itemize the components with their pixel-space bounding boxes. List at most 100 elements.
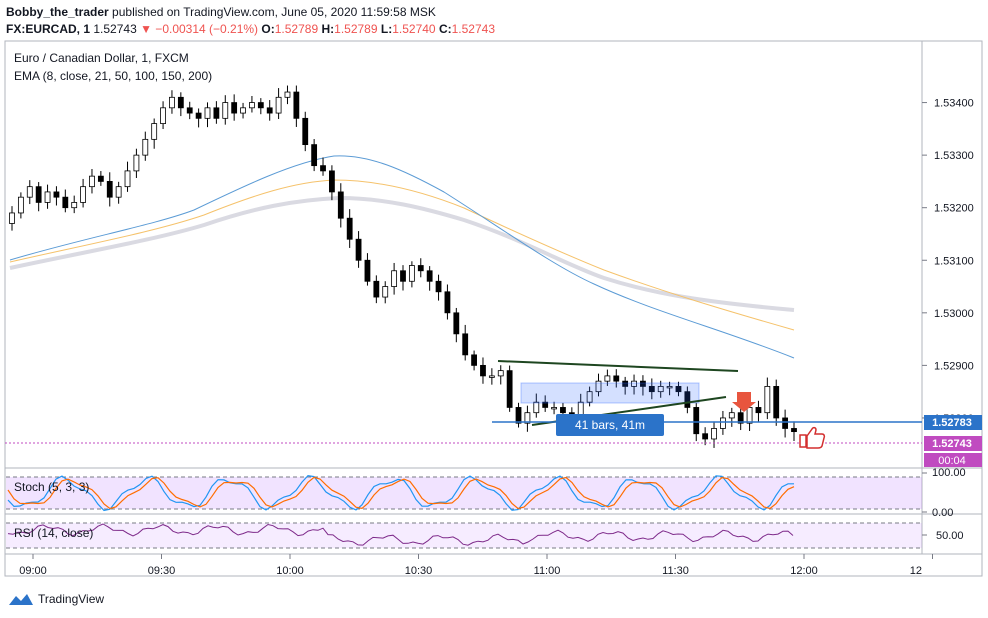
thumbs-up-icon[interactable] xyxy=(799,426,826,449)
candle-body xyxy=(782,417,789,429)
price-tick-label: 1.53300 xyxy=(934,150,974,162)
tradingview-footer[interactable]: TradingView xyxy=(8,592,104,606)
candle-body xyxy=(622,380,629,387)
candle-body xyxy=(737,412,744,424)
candle-body xyxy=(293,91,300,119)
candle-body xyxy=(62,196,69,209)
candle-body xyxy=(400,270,406,282)
close-label: C: xyxy=(438,22,452,36)
last-price: 1.52743 xyxy=(93,22,137,36)
candle-body xyxy=(488,375,495,378)
candle-body xyxy=(17,196,24,214)
candle-body xyxy=(524,412,531,424)
candle-body xyxy=(640,380,646,387)
candle-body xyxy=(115,186,122,198)
candle-body xyxy=(222,102,229,119)
candle-body xyxy=(373,280,380,298)
candle-body xyxy=(9,212,15,224)
candle-body xyxy=(444,291,451,314)
candle-body xyxy=(266,107,273,114)
price-chart[interactable]: Euro / Canadian Dollar, 1, FXCM EMA (8, … xyxy=(4,40,984,578)
candle-body xyxy=(480,364,486,377)
open-value: 1.52789 xyxy=(274,22,319,36)
rsi-band xyxy=(6,523,922,548)
tradingview-brand: TradingView xyxy=(38,592,105,606)
candle-body xyxy=(35,186,42,203)
candle-body xyxy=(746,407,753,424)
ema-blue-line xyxy=(9,155,795,359)
close-value: 1.52743 xyxy=(451,22,496,36)
candle-body xyxy=(80,186,86,203)
range-label-box xyxy=(556,414,664,436)
candle-body xyxy=(151,123,158,140)
candle-body xyxy=(311,144,318,167)
rsi-line xyxy=(7,523,794,546)
price-range-box[interactable] xyxy=(520,382,700,404)
time-tick-label: 10:30 xyxy=(405,565,433,577)
candle-body xyxy=(586,391,593,403)
candle-body xyxy=(231,102,238,114)
instrument-legend: Euro / Canadian Dollar, 1, FXCM xyxy=(14,51,189,65)
arrow-down-icon[interactable] xyxy=(732,392,756,412)
candle-body xyxy=(773,386,780,419)
price-tick-label: 1.52900 xyxy=(934,360,974,372)
candle-body xyxy=(169,96,175,109)
candle-body xyxy=(124,170,131,188)
candle-body xyxy=(595,380,602,393)
candle-body xyxy=(53,191,60,198)
last-price-tag xyxy=(924,436,982,451)
time-tick-label: 11:00 xyxy=(534,565,561,577)
countdown-tag xyxy=(924,453,982,467)
candle-body xyxy=(675,386,682,393)
stoch-d-line xyxy=(7,476,795,510)
candle-body xyxy=(755,407,762,414)
candle-body xyxy=(160,107,166,124)
time-tick-label: 12:00 xyxy=(790,565,818,577)
stoch-tick-100: 100.00 xyxy=(932,467,966,479)
candle-body xyxy=(542,401,549,408)
time-tick-label: 12 xyxy=(910,565,922,577)
candle-body xyxy=(240,107,246,114)
candle-body xyxy=(337,191,344,219)
candle-body xyxy=(142,138,149,156)
candle-body xyxy=(657,386,664,393)
hline-price-tag xyxy=(924,415,982,430)
candle-body xyxy=(604,375,611,382)
ema-legend: EMA (8, close, 21, 50, 100, 150, 200) xyxy=(14,69,212,83)
candle-body xyxy=(497,370,504,377)
symbol-label: FX:EURCAD, 1 xyxy=(6,22,91,36)
ohlc-line: FX:EURCAD, 1 1.52743 ▼ −0.00314 (−0.21%)… xyxy=(6,22,495,36)
candle-body xyxy=(506,370,513,408)
author-name[interactable]: Bobby_the_trader xyxy=(6,5,109,19)
candle-body xyxy=(666,386,673,389)
rsi-tick-50: 50.00 xyxy=(936,530,964,542)
candle-body xyxy=(89,175,95,188)
last-price-text: 1.52743 xyxy=(932,438,972,450)
candle-body xyxy=(204,107,211,119)
published-text: published on TradingView.com, June 05, 2… xyxy=(112,5,436,19)
candle-body xyxy=(97,175,104,182)
candle-body xyxy=(462,333,469,356)
candle-body xyxy=(613,375,620,382)
candle-body xyxy=(791,428,797,433)
price-tick-label: 1.53000 xyxy=(934,308,974,320)
candle-body xyxy=(426,270,433,282)
candle-body xyxy=(355,238,362,261)
ema-grey-line xyxy=(9,195,795,312)
candle-body xyxy=(249,102,255,109)
candle-body xyxy=(684,391,691,408)
candle-body xyxy=(533,401,540,414)
time-tick-label: 09:30 xyxy=(148,565,176,577)
candle-body xyxy=(26,186,33,198)
high-label: H: xyxy=(321,22,335,36)
ema-orange-line xyxy=(9,179,795,331)
candle-body xyxy=(711,428,717,440)
candle-body xyxy=(320,165,326,172)
candle-body xyxy=(728,412,735,419)
high-value: 1.52789 xyxy=(334,22,378,36)
time-axis[interactable]: 09:00 09:30 10:00 10:30 11:00 11:30 12:00 12 xyxy=(19,554,933,577)
candle-body xyxy=(133,154,140,172)
trendline-upper[interactable] xyxy=(497,360,739,372)
candle-body xyxy=(720,417,726,429)
candle-body xyxy=(764,386,771,414)
